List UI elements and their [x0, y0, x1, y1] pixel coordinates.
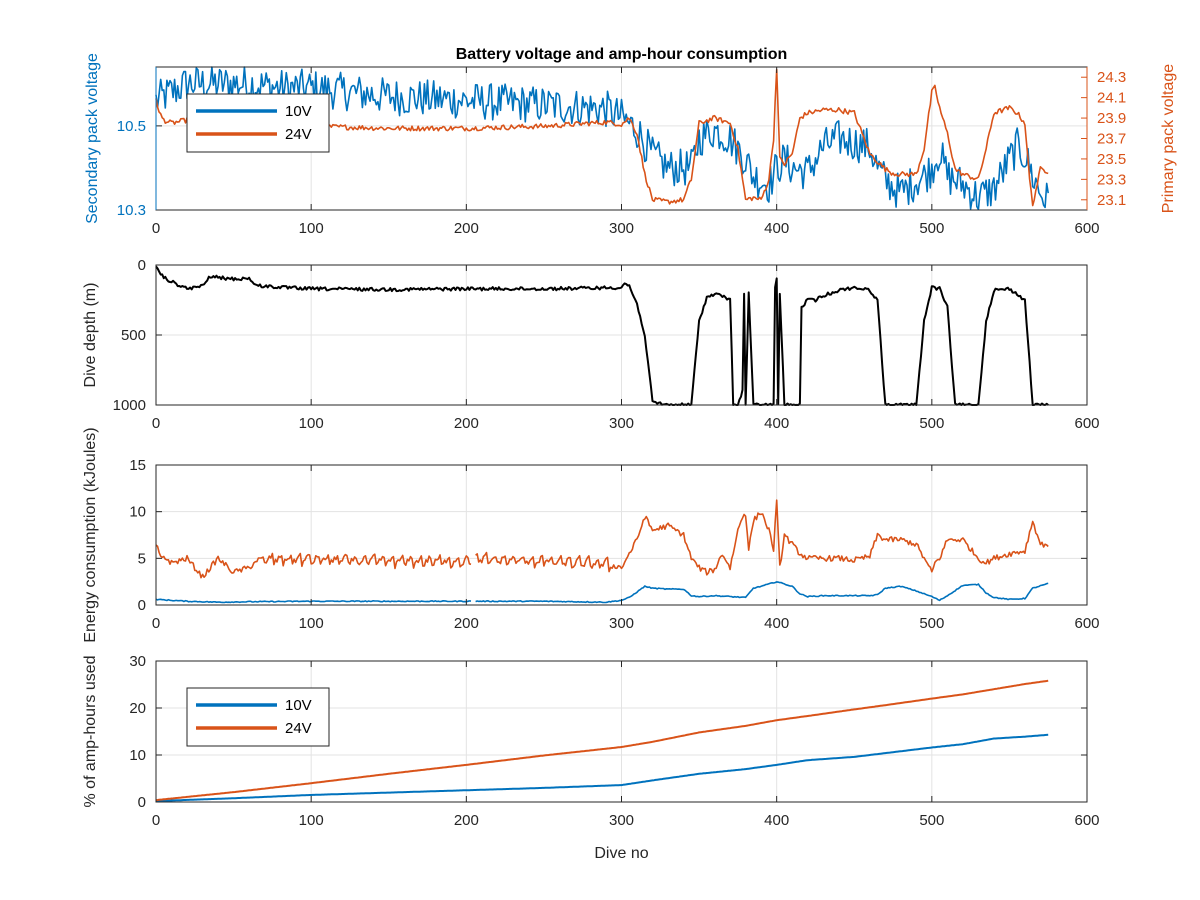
y-tick-label: 500 — [121, 327, 146, 344]
y-tick-label: 1000 — [113, 397, 146, 414]
x-tick-label: 600 — [1074, 220, 1099, 237]
series-line-10v — [155, 733, 1049, 803]
x-tick-label: 500 — [919, 615, 944, 632]
y-tick-label: 20 — [129, 700, 146, 717]
x-tick-label: 0 — [152, 615, 160, 632]
x-tick-label: 600 — [1074, 812, 1099, 829]
y-right-tick-label: 23.1 — [1097, 192, 1126, 209]
legend-box — [186, 93, 330, 153]
panel-2: 0 100 200 300 400 500 600 0 500 1000 Dive depth (m… — [82, 257, 1100, 432]
x-tick-label: 100 — [299, 220, 324, 237]
legend-label-10v: 10V — [285, 697, 312, 714]
x-tick-label: 500 — [919, 415, 944, 432]
panel-3: 0 100 200 300 400 500 600 0 5 10 15 Energy consumpt… — [82, 427, 1100, 642]
x-tick-label: 300 — [609, 615, 634, 632]
x-tick-label: 600 — [1074, 415, 1099, 432]
x-tick-label: 300 — [609, 220, 634, 237]
y-tick-label: 30 — [129, 653, 146, 670]
legend-label-24v: 24V — [285, 720, 312, 737]
y-tick-label: 5 — [138, 550, 146, 567]
series-line-24v — [155, 679, 1049, 802]
y-axis-label: Energy consumption (kJoules) — [82, 427, 99, 642]
y-right-tick-label: 24.1 — [1097, 90, 1126, 107]
x-tick-label: 100 — [299, 615, 324, 632]
y-axis-label: Dive depth (m) — [82, 283, 99, 388]
series-line-10v — [155, 581, 1049, 604]
y-tick-label: 0 — [138, 257, 146, 274]
x-tick-label: 100 — [299, 415, 324, 432]
legend-box — [186, 687, 330, 747]
series-line-24v — [155, 499, 1049, 579]
panel-4: 0 100 200 300 400 500 600 0 10 20 30 % of amp-hours… — [82, 653, 1100, 862]
y-tick-label: 10.3 — [117, 202, 146, 219]
x-tick-label: 0 — [152, 220, 160, 237]
legend-label-10v: 10V — [285, 103, 312, 120]
y-axis-label: Secondary pack voltage — [84, 53, 101, 224]
x-tick-label: 200 — [454, 812, 479, 829]
y-tick-label: 15 — [129, 457, 146, 474]
series-line-depth — [155, 265, 1049, 406]
x-tick-label: 600 — [1074, 615, 1099, 632]
y-axis-label: % of amp-hours used — [82, 655, 99, 807]
y-tick-label: 10 — [129, 747, 146, 764]
chart-panels: 0 100 200 300 400 500 60010.310.523.123.323.52… — [82, 46, 1177, 862]
x-tick-label: 400 — [764, 415, 789, 432]
x-tick-label: 200 — [454, 615, 479, 632]
y-tick-label: 10.5 — [117, 118, 146, 135]
y-right-tick-label: 24.3 — [1097, 69, 1126, 86]
panel-1: 0 100 200 300 400 500 600 10.3 10.5 23.1 23.3 23.5 2… — [84, 46, 1177, 237]
x-tick-label: 400 — [764, 615, 789, 632]
x-tick-label: 200 — [454, 415, 479, 432]
y-right-axis-label: Primary pack voltage — [1160, 64, 1177, 213]
y-right-tick-label: 23.5 — [1097, 151, 1126, 168]
x-tick-label: 500 — [919, 812, 944, 829]
x-tick-label: 200 — [454, 220, 479, 237]
legend-label-24v: 24V — [285, 126, 312, 143]
x-axis-label: Dive no — [594, 845, 648, 862]
y-tick-label: 10 — [129, 504, 146, 521]
y-right-tick-label: 23.9 — [1097, 110, 1126, 127]
x-tick-label: 0 — [152, 415, 160, 432]
y-right-tick-label: 23.3 — [1097, 171, 1126, 188]
x-tick-label: 0 — [152, 812, 160, 829]
chart-title: Battery voltage and amp-hour consumption — [456, 46, 788, 63]
x-tick-label: 100 — [299, 812, 324, 829]
x-tick-label: 400 — [764, 220, 789, 237]
x-tick-label: 400 — [764, 812, 789, 829]
y-tick-label: 0 — [138, 794, 146, 811]
y-tick-label: 0 — [138, 597, 146, 614]
x-tick-label: 300 — [609, 812, 634, 829]
y-right-tick-label: 23.7 — [1097, 131, 1126, 148]
x-tick-label: 500 — [919, 220, 944, 237]
x-tick-label: 300 — [609, 415, 634, 432]
